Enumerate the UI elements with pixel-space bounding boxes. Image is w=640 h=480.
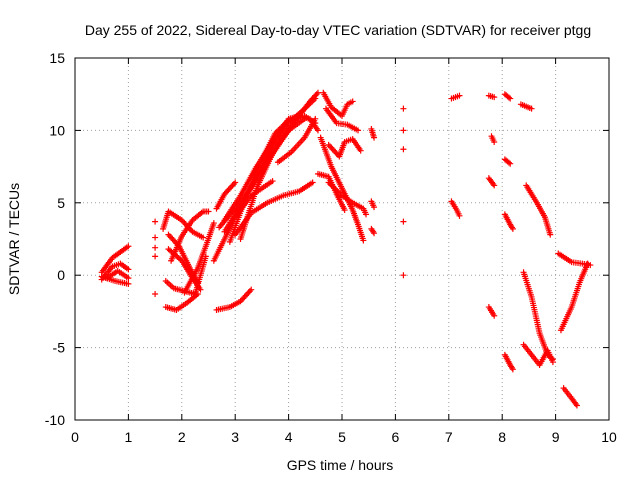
data-point [371,230,378,237]
data-point [202,253,209,260]
data-point [400,218,407,225]
chart-title: Day 255 of 2022, Sidereal Day-to-day VTE… [85,22,591,38]
data-point [371,204,378,211]
x-axis-label: GPS time / hours [287,457,394,473]
data-point [312,115,319,122]
data-point [312,95,319,102]
data-point [200,234,207,241]
data-point [314,89,321,96]
x-tick-label: 10 [601,429,617,445]
data-point [528,105,535,112]
data-point [152,253,159,260]
data-point [509,366,516,373]
x-tick-labels: 0 1 2 3 4 5 6 7 8 9 10 [71,429,617,445]
data-point [341,207,348,214]
data-point [549,359,556,366]
data-point [584,260,591,267]
data-point [573,402,580,409]
data-point [349,98,356,105]
x-tick-label: 2 [178,429,186,445]
x-tick-label: 4 [285,429,293,445]
data-point [210,220,217,227]
x-tick-label: 9 [552,429,560,445]
y-tick-label: 0 [57,267,65,283]
data-point [152,218,159,225]
data-point [360,237,367,244]
data-point [205,208,212,215]
data-point [363,211,370,218]
axis-ticks [74,57,610,421]
y-tick-label: 10 [49,122,65,138]
data-point [491,94,498,101]
data-point [400,105,407,112]
data-point [125,275,132,282]
x-tick-label: 8 [498,429,506,445]
data-point [505,94,512,101]
data-points [98,89,594,409]
y-tick-label: 5 [57,195,65,211]
data-point [491,312,498,319]
data-point [314,127,321,134]
y-axis-label: SDTVAR / TECUs [6,183,22,295]
data-point [125,280,132,287]
x-tick-label: 0 [71,429,79,445]
data-point [301,115,308,122]
data-point [152,291,159,298]
data-point [505,159,512,166]
data-point [371,134,378,141]
x-tick-label: 3 [231,429,239,445]
x-tick-label: 6 [392,429,400,445]
data-point [507,160,514,167]
data-point [509,225,516,232]
data-point [309,179,316,186]
y-tick-label: -5 [53,340,66,356]
data-point [491,182,498,189]
data-point [400,127,407,134]
data-point [248,286,255,293]
data-point [400,272,407,279]
data-point [456,92,463,99]
data-point [125,266,132,273]
data-point [152,244,159,251]
x-tick-label: 5 [338,429,346,445]
x-tick-label: 1 [125,429,133,445]
data-point [125,243,132,250]
data-point [232,179,239,186]
data-point [355,127,362,134]
data-point [491,138,498,145]
data-point [269,178,276,185]
data-point [507,95,514,102]
x-tick-label: 7 [445,429,453,445]
y-tick-label: 15 [49,50,65,66]
y-tick-label: -10 [45,412,65,428]
data-point [400,146,407,153]
y-tick-labels: -10 -5 0 5 10 15 [45,50,65,428]
data-point [456,212,463,219]
data-point [547,231,554,238]
data-point [357,147,364,154]
data-point [152,234,159,241]
